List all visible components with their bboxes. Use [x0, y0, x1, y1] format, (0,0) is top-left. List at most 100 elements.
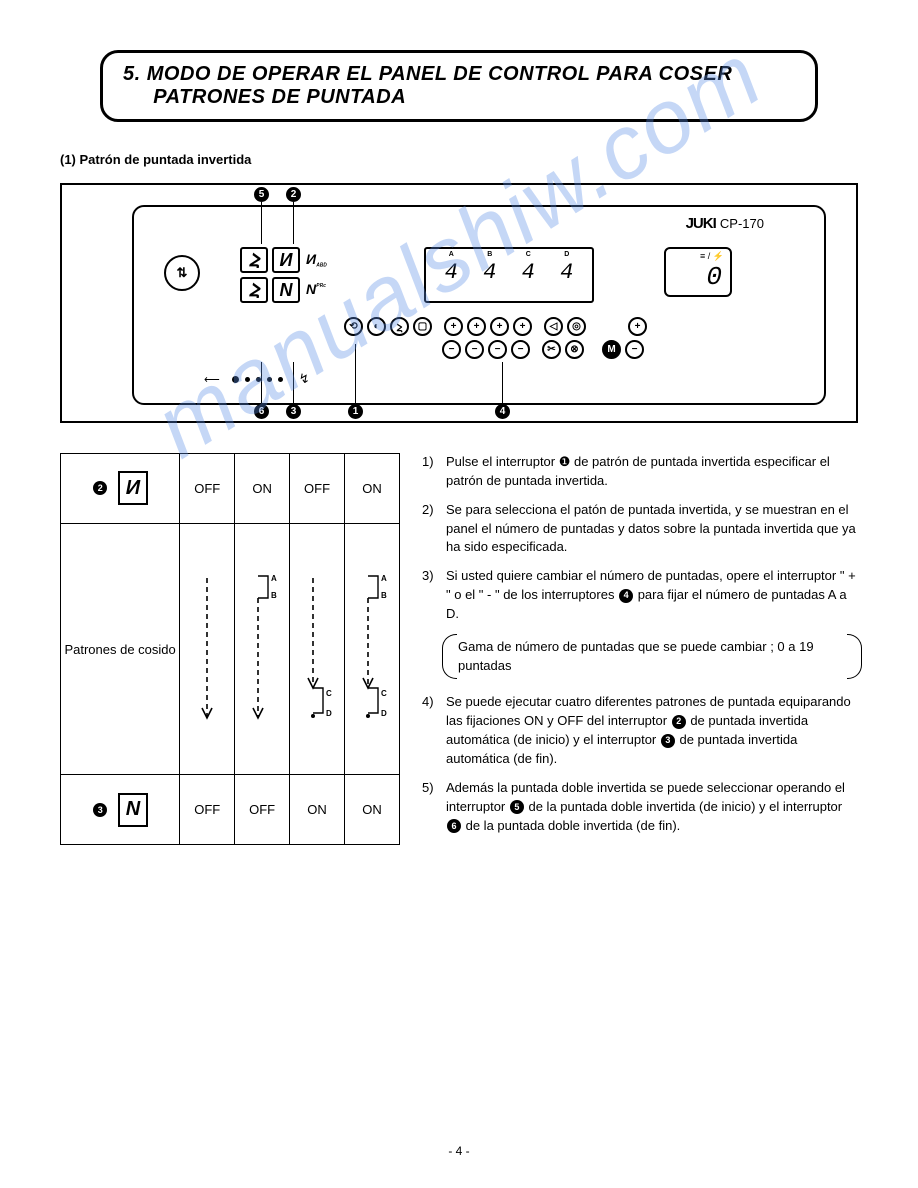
- seg-label-c: C: [526, 251, 531, 258]
- callout-3: 3: [286, 404, 301, 419]
- section-title-line1: MODO DE OPERAR EL PANEL DE CONTROL PARA …: [147, 63, 733, 85]
- page-number: - 4 -: [0, 1144, 918, 1158]
- table-callout-3: 3: [93, 803, 107, 817]
- state-2-3: ON: [345, 454, 400, 524]
- pattern-box-bottom-right: N: [272, 277, 300, 303]
- inline-callout-3: 3: [661, 734, 675, 748]
- seg-val-b: 4: [483, 258, 496, 288]
- btn-speaker: ◁: [544, 317, 563, 336]
- state-2-0: OFF: [180, 454, 235, 524]
- state-3-2: ON: [290, 775, 345, 845]
- pattern-box-bottom-left: Ⲹ: [240, 277, 268, 303]
- svg-text:D: D: [326, 709, 332, 718]
- seg-label-a: A: [449, 251, 454, 258]
- pattern-col-3: C D: [290, 523, 345, 775]
- btn-plus-a: +: [444, 317, 463, 336]
- callout-4: 4: [495, 404, 510, 419]
- pattern-col-1: [180, 523, 235, 775]
- svg-text:A: A: [381, 574, 387, 583]
- svg-text:C: C: [326, 689, 332, 698]
- svg-text:A: A: [271, 574, 277, 583]
- btn-scissors: ✂: [542, 340, 561, 359]
- seg-val-c: 4: [522, 258, 535, 288]
- callout-6: 6: [254, 404, 269, 419]
- seg-val-a: 4: [445, 258, 458, 288]
- state-3-1: OFF: [235, 775, 290, 845]
- right-display-value: 0: [666, 262, 730, 292]
- button-row-bottom: − − − − ✂ ⊗ M −: [442, 340, 644, 359]
- instruction-list: 1)Pulse el interruptor ❶ de patrón de pu…: [422, 453, 858, 845]
- button-row-top: ⟲ ◐ Ⲹ ▢ + + + + ◁ ◎ +: [344, 317, 647, 336]
- stitch-icon-bottom: N: [118, 793, 148, 827]
- device-outline: JUKI CP-170 ⇅ Ⲹ И Ⲹ N Иᴬᴮᴰ Nᴾᴿᶜ A B C D …: [132, 205, 826, 405]
- state-3-3: ON: [345, 775, 400, 845]
- stitch-aux-bottom: Nᴾᴿᶜ: [306, 281, 326, 297]
- inline-callout-4: 4: [619, 589, 633, 603]
- section-title: 5. MODO DE OPERAR EL PANEL DE CONTROL PA…: [123, 63, 795, 109]
- btn-minus-b: −: [465, 340, 484, 359]
- seg-val-d: 4: [560, 258, 573, 288]
- instruction-1-text: Pulse el interruptor ❶ de patrón de punt…: [446, 453, 858, 491]
- callout-2: 2: [286, 187, 301, 202]
- btn-minus-c: −: [488, 340, 507, 359]
- instruction-1: 1)Pulse el interruptor ❶ de patrón de pu…: [422, 453, 858, 491]
- pattern-box-top-right: И: [272, 247, 300, 273]
- seg-label-b: B: [487, 251, 492, 258]
- btn-minus-right: −: [625, 340, 644, 359]
- state-3-0: OFF: [180, 775, 235, 845]
- brand-logo: JUKI: [686, 215, 716, 232]
- btn-minus-d: −: [511, 340, 530, 359]
- section-title-box: 5. MODO DE OPERAR EL PANEL DE CONTROL PA…: [100, 50, 818, 122]
- svg-text:B: B: [381, 591, 387, 600]
- table-callout-2: 2: [93, 481, 107, 495]
- section-title-line2: PATRONES DE PUNTADA: [153, 86, 406, 108]
- instruction-5c: de la puntada doble invertida (de fin).: [462, 818, 680, 833]
- inline-callout-2: 2: [672, 715, 686, 729]
- svg-text:C: C: [381, 689, 387, 698]
- row3-header: 3 N: [61, 775, 180, 845]
- instruction-4: 4)Se puede ejecutar cuatro diferentes pa…: [422, 693, 858, 768]
- btn-x: ⊗: [565, 340, 584, 359]
- btn-spiral: ◎: [567, 317, 586, 336]
- pattern-box-top-left: Ⲹ: [240, 247, 268, 273]
- subsection-title: (1) Patrón de puntada invertida: [60, 152, 858, 167]
- instruction-5b: de la puntada doble invertida (de inicio…: [525, 799, 842, 814]
- state-2-1: ON: [235, 454, 290, 524]
- btn-m: M: [602, 340, 621, 359]
- stitch-icon-top: И: [118, 471, 148, 505]
- btn-plus-b: +: [467, 317, 486, 336]
- callout-5: 5: [254, 187, 269, 202]
- right-display-box: ≡ / ⚡ 0: [664, 247, 732, 297]
- device-model: CP-170: [720, 216, 764, 231]
- abcd-display: A B C D 4 4 4 4: [424, 247, 594, 303]
- btn-1: ⟲: [344, 317, 363, 336]
- callout-1: 1: [348, 404, 363, 419]
- inline-callout-6: 6: [447, 819, 461, 833]
- row2-header: 2 И: [61, 454, 180, 524]
- state-2-2: OFF: [290, 454, 345, 524]
- btn-plus-d: +: [513, 317, 532, 336]
- btn-plus-c: +: [490, 317, 509, 336]
- btn-2: ◐: [367, 317, 386, 336]
- svg-text:B: B: [271, 591, 277, 600]
- device-brand: JUKI CP-170: [686, 215, 764, 232]
- content-row: 2 И OFF ON OFF ON Patrones de cosido A B: [60, 453, 858, 845]
- seg-label-d: D: [564, 251, 569, 258]
- section-number: 5.: [123, 63, 141, 85]
- right-display-header: ≡ / ⚡: [666, 249, 730, 262]
- btn-3: Ⲹ: [390, 317, 409, 336]
- note-box: Gama de número de puntadas que se puede …: [446, 634, 858, 680]
- stitch-aux-top: Иᴬᴮᴰ: [306, 251, 327, 270]
- inline-callout-5: 5: [510, 800, 524, 814]
- svg-text:D: D: [381, 709, 387, 718]
- instruction-2-text: Se para selecciona el patón de puntada i…: [446, 501, 858, 558]
- stitch-state-table: 2 И OFF ON OFF ON Patrones de cosido A B: [60, 453, 400, 845]
- instruction-2: 2)Se para selecciona el patón de puntada…: [422, 501, 858, 558]
- btn-plus-right: +: [628, 317, 647, 336]
- btn-minus-a: −: [442, 340, 461, 359]
- patterns-label: Patrones de cosido: [61, 523, 180, 775]
- btn-4: ▢: [413, 317, 432, 336]
- instruction-3: 3)Si usted quiere cambiar el número de p…: [422, 567, 858, 624]
- dial-icon: ⇅: [164, 255, 200, 291]
- control-panel-diagram: 5 2 JUKI CP-170 ⇅ Ⲹ И Ⲹ N Иᴬᴮᴰ Nᴾᴿᶜ A B …: [60, 183, 858, 423]
